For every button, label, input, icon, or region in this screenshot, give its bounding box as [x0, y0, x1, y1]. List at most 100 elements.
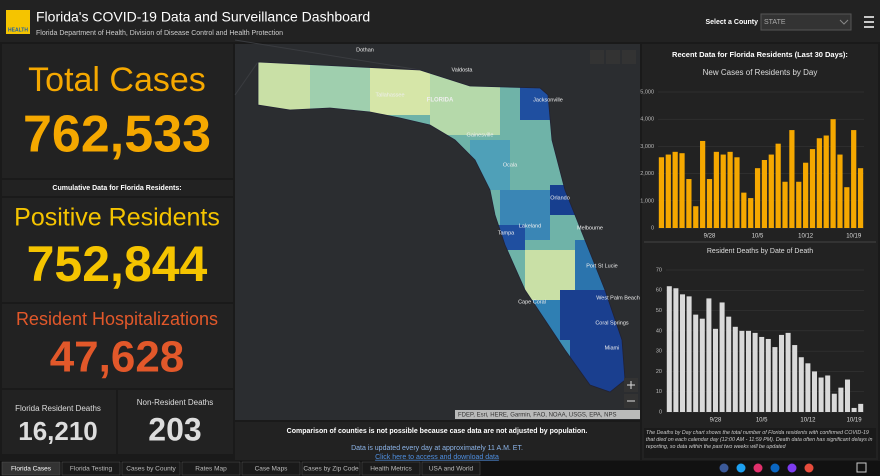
map-label: Orlando: [550, 195, 570, 201]
y-tick-label: 3,000: [640, 144, 654, 150]
panel: [2, 44, 233, 178]
note-box: [644, 428, 876, 458]
title: Florida's COVID-19 Data and Surveillance…: [36, 9, 370, 25]
deaths-note: The Deaths by Day chart shows the total …: [646, 430, 873, 450]
deaths-value: 16,210: [18, 416, 98, 446]
map-label: Melbourne: [577, 225, 603, 231]
recent-heading: Recent Data for Florida Residents (Last …: [672, 50, 848, 59]
bar: [825, 375, 831, 412]
map-label: West Palm Beach: [596, 295, 640, 301]
social-icon[interactable]: [787, 463, 797, 473]
map-link[interactable]: Click here to access and download data: [375, 454, 499, 461]
bar: [666, 286, 672, 412]
bar: [759, 336, 765, 412]
tab[interactable]: [1, 461, 61, 476]
tab[interactable]: [121, 461, 181, 476]
chart-title: New Cases of Residents by Day: [703, 68, 818, 77]
social-icon[interactable]: [804, 463, 814, 473]
tab[interactable]: [181, 461, 241, 476]
map-label: Jacksonville: [533, 97, 563, 103]
social-icon[interactable]: [736, 463, 746, 473]
bar: [726, 316, 732, 412]
bar: [765, 338, 771, 412]
county-label: Select a County: [705, 19, 758, 26]
bar: [844, 187, 850, 228]
map-label: Lakeland: [519, 223, 541, 229]
chart-title: Resident Deaths by Date of Death: [707, 248, 813, 255]
x-tick-label: 10/19: [847, 418, 863, 424]
deaths-label: Florida Resident Deaths: [15, 404, 101, 413]
bar: [720, 154, 726, 228]
map-label: Miami: [605, 345, 620, 351]
y-tick-label: 10: [656, 389, 662, 395]
y-tick-label: 1,000: [640, 198, 654, 204]
florida-outline: [257, 61, 626, 393]
bar: [803, 162, 809, 228]
bar: [798, 357, 804, 412]
tab[interactable]: [241, 461, 301, 476]
bar: [679, 294, 686, 412]
bar: [851, 407, 857, 412]
dropdown-arrow: [839, 19, 849, 25]
tab-label: Florida Testing: [70, 466, 113, 473]
county-value: STATE: [764, 19, 786, 26]
x-tick-label: 10/12: [800, 418, 816, 424]
bar: [732, 326, 738, 412]
home-button[interactable]: [590, 50, 604, 64]
zoom-icons: [627, 381, 635, 402]
deaths-note-holder: The Deaths by Day chart shows the total …: [646, 430, 873, 450]
tab-label: Health Metrics: [370, 466, 412, 473]
bar: [768, 154, 774, 228]
header: [0, 0, 880, 42]
y-tick-label: 50: [656, 308, 662, 314]
map-label: Port St Lucie: [586, 263, 618, 269]
y-tick-label: 30: [656, 349, 662, 355]
nonres-value: 203: [148, 411, 201, 447]
tab[interactable]: [361, 461, 421, 476]
tab-label: USA and World: [429, 466, 474, 473]
nonres-label: Non-Resident Deaths: [137, 398, 213, 407]
tab-label: Cases by Zip Code: [303, 466, 359, 473]
map-footer: [235, 422, 640, 460]
tab[interactable]: [421, 461, 481, 476]
bar: [706, 179, 713, 228]
social-icon[interactable]: [753, 463, 763, 473]
x-tick-label: 9/28: [704, 234, 716, 240]
map-label: Dothan: [356, 47, 374, 53]
bar: [673, 288, 679, 412]
bar: [741, 192, 747, 228]
attribution-bg: [455, 410, 640, 419]
bar: [772, 347, 778, 412]
bar: [809, 149, 816, 228]
county-select[interactable]: [760, 13, 852, 31]
x-tick-label: 9/28: [710, 418, 722, 424]
bar: [831, 393, 837, 412]
bar: [818, 377, 824, 412]
social-icon[interactable]: [719, 463, 729, 473]
bar: [672, 151, 678, 228]
expand-icon[interactable]: [856, 462, 867, 473]
bar: [693, 206, 699, 228]
y-tick-label: 4,000: [640, 117, 654, 123]
bar: [775, 143, 781, 228]
x-tick-label: 10/5: [752, 234, 764, 240]
positive-value: 752,844: [27, 236, 208, 292]
subtitle: Florida Department of Health, Division o…: [36, 30, 283, 37]
basemap-button[interactable]: [622, 50, 636, 64]
bar: [712, 328, 719, 412]
total-label: Total Cases: [28, 61, 206, 99]
menu-icon[interactable]: [864, 16, 874, 28]
social-icon[interactable]: [770, 463, 780, 473]
bar: [851, 130, 857, 228]
bar: [706, 298, 712, 412]
bar: [745, 330, 752, 412]
logo-text: HEALTH: [8, 27, 28, 33]
tab[interactable]: [61, 461, 121, 476]
tab[interactable]: [301, 461, 361, 476]
bar: [699, 318, 705, 412]
tab-label: Rates Map: [195, 466, 227, 473]
bar: [727, 151, 733, 228]
legend-button[interactable]: [606, 50, 620, 64]
tab-label: Florida Cases: [11, 466, 52, 473]
